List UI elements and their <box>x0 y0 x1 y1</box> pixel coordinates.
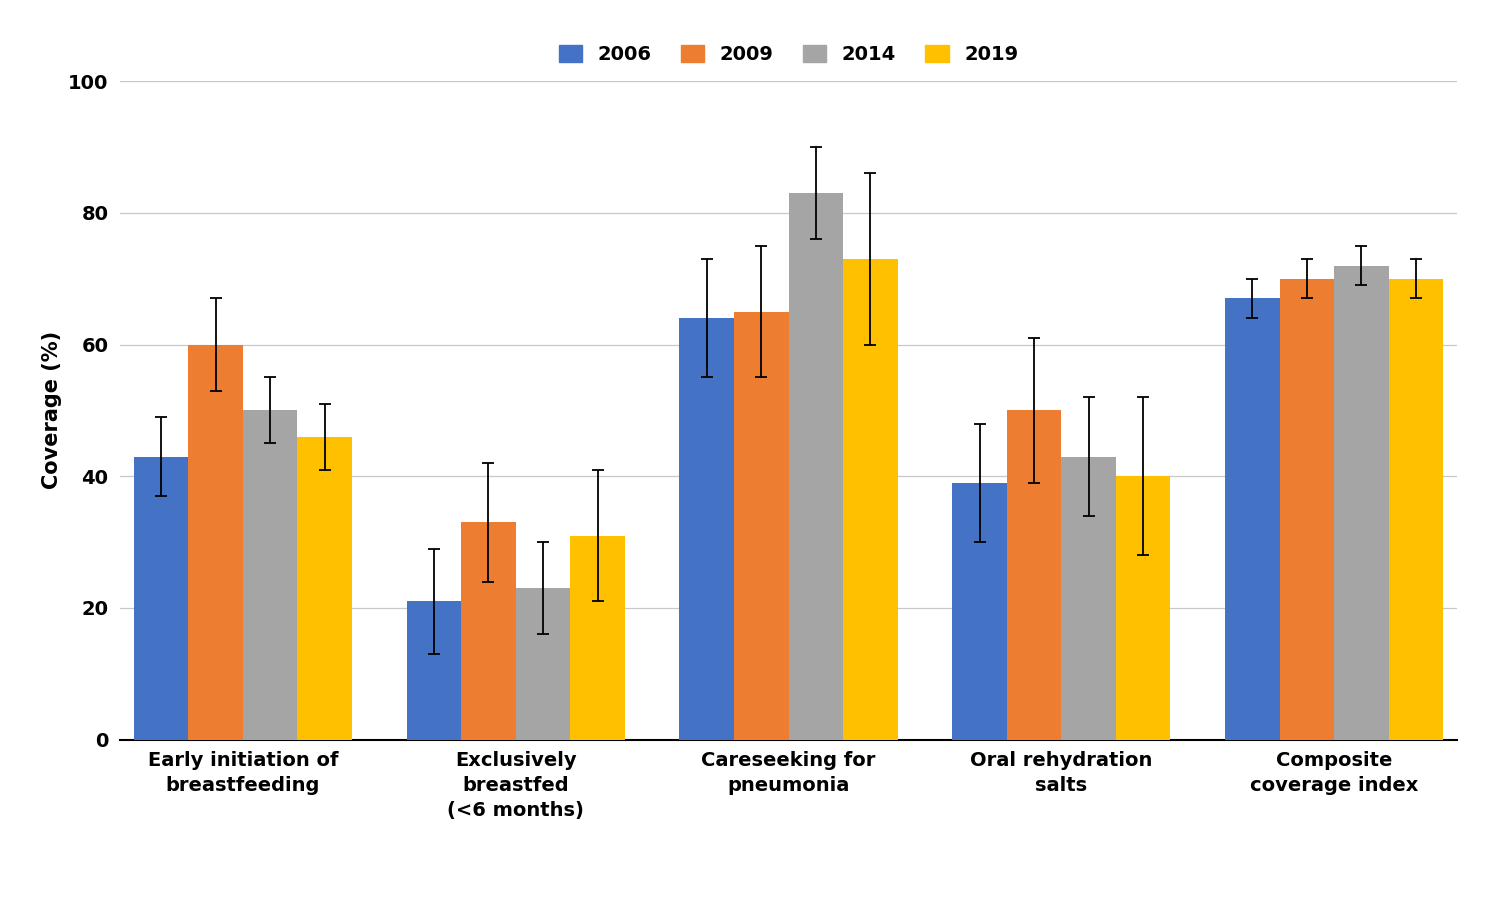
Bar <box>843 259 898 740</box>
Bar <box>952 483 1006 740</box>
Y-axis label: Coverage (%): Coverage (%) <box>42 331 63 490</box>
Bar <box>461 522 515 740</box>
Bar <box>188 345 243 740</box>
Bar <box>734 311 789 740</box>
Bar <box>1280 279 1334 740</box>
Bar <box>571 536 625 740</box>
Bar <box>134 456 188 740</box>
Bar <box>1062 456 1116 740</box>
Bar <box>1226 299 1280 740</box>
Bar <box>789 193 843 740</box>
Bar <box>1006 410 1062 740</box>
Bar <box>1389 279 1443 740</box>
Legend: 2006, 2009, 2014, 2019: 2006, 2009, 2014, 2019 <box>559 45 1018 64</box>
Bar <box>515 588 571 740</box>
Bar <box>1116 476 1170 740</box>
Bar <box>407 602 461 740</box>
Bar <box>679 318 734 740</box>
Bar <box>1334 265 1389 740</box>
Bar <box>297 437 351 740</box>
Bar <box>243 410 297 740</box>
